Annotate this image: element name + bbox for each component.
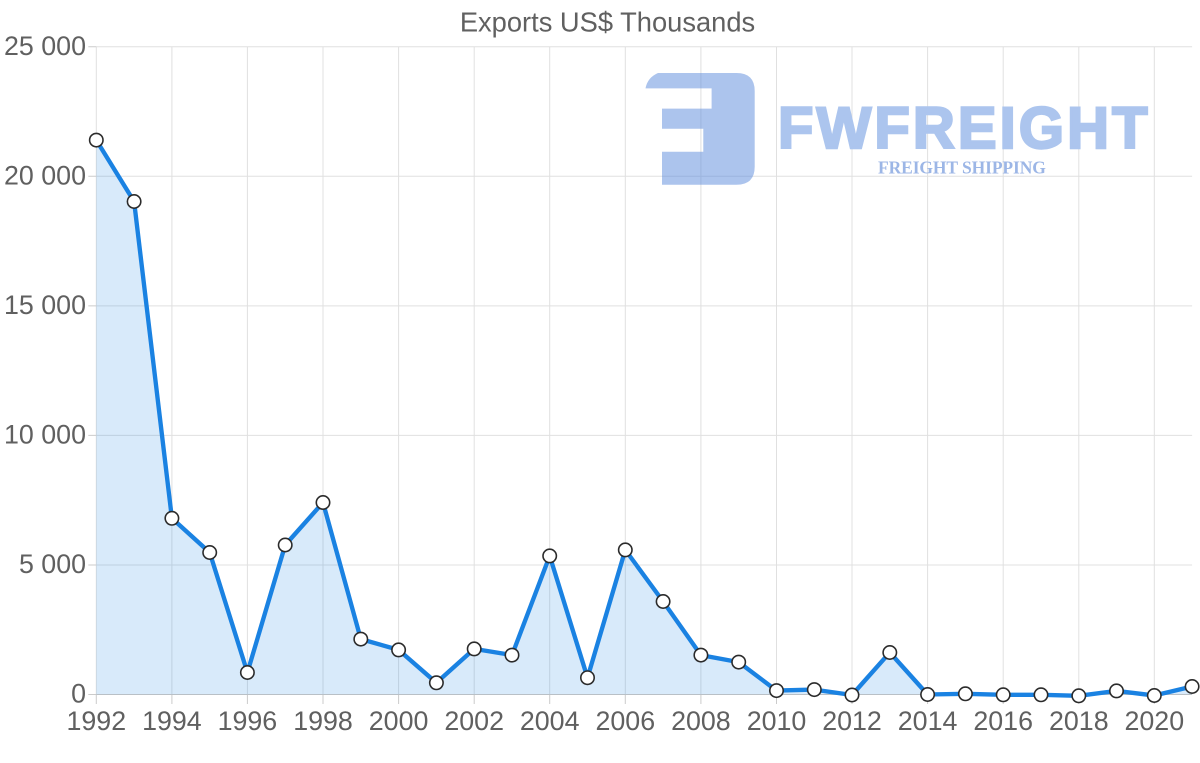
- svg-text:1994: 1994: [142, 706, 202, 736]
- svg-text:20 000: 20 000: [4, 160, 86, 190]
- svg-text:2016: 2016: [973, 706, 1033, 736]
- svg-text:1992: 1992: [66, 706, 126, 736]
- svg-text:2020: 2020: [1124, 706, 1184, 736]
- svg-text:15 000: 15 000: [4, 290, 86, 320]
- svg-text:1996: 1996: [218, 706, 278, 736]
- svg-text:2010: 2010: [747, 706, 807, 736]
- svg-text:2006: 2006: [595, 706, 655, 736]
- svg-text:10 000: 10 000: [4, 419, 86, 449]
- svg-text:5 000: 5 000: [19, 549, 86, 579]
- svg-text:2000: 2000: [369, 706, 429, 736]
- svg-text:0: 0: [71, 679, 86, 709]
- svg-text:1998: 1998: [293, 706, 353, 736]
- svg-text:2014: 2014: [898, 706, 958, 736]
- svg-text:FWFREIGHT: FWFREIGHT: [778, 96, 1151, 161]
- svg-text:2018: 2018: [1049, 706, 1109, 736]
- svg-text:25 000: 25 000: [4, 31, 86, 61]
- svg-text:2004: 2004: [520, 706, 580, 736]
- svg-text:2012: 2012: [822, 706, 882, 736]
- svg-text:2008: 2008: [671, 706, 731, 736]
- svg-text:FREIGHT SHIPPING: FREIGHT SHIPPING: [878, 158, 1046, 178]
- svg-text:2002: 2002: [444, 706, 504, 736]
- svg-text:Exports US$ Thousands: Exports US$ Thousands: [460, 7, 755, 38]
